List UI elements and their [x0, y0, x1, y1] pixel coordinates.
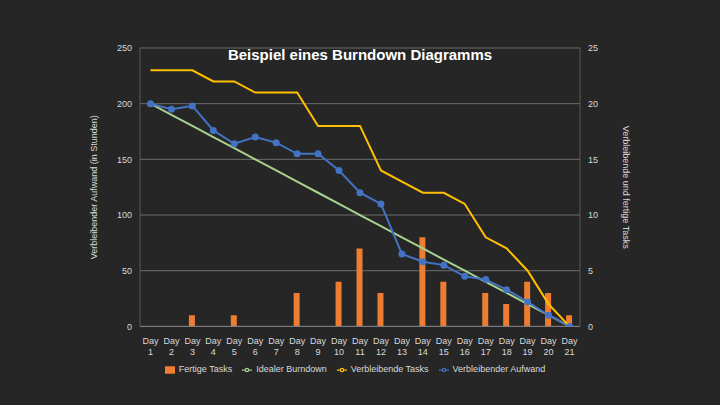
svg-text:Day17: Day17 — [478, 336, 495, 357]
svg-text:20: 20 — [588, 99, 598, 109]
svg-text:100: 100 — [117, 210, 132, 220]
svg-text:10: 10 — [588, 210, 598, 220]
svg-text:50: 50 — [122, 266, 132, 276]
svg-text:Day1: Day1 — [142, 336, 159, 357]
svg-text:Day18: Day18 — [499, 336, 516, 357]
svg-text:150: 150 — [117, 155, 132, 165]
html-text:Verbleibender Aufwand: Verbleibender Aufwand — [452, 364, 546, 375]
svg-text:Day9: Day9 — [310, 336, 327, 357]
svg-text:Day2: Day2 — [163, 336, 180, 357]
svg-text:Day3: Day3 — [184, 336, 201, 357]
svg-text:Verbleibende und fertige Tasks: Verbleibende und fertige Tasks — [621, 126, 631, 249]
svg-text:0: 0 — [127, 322, 132, 332]
svg-text:0: 0 — [588, 322, 593, 332]
svg-text:Day10: Day10 — [331, 336, 348, 357]
html-text:Fertige Tasks: Fertige Tasks — [178, 364, 233, 375]
svg-text:Day8: Day8 — [289, 336, 306, 357]
svg-text:Day15: Day15 — [436, 336, 453, 357]
html-text:Beispiel eines Burndown Diagra: Beispiel eines Burndown Diagramms — [227, 46, 493, 63]
svg-text:Day11: Day11 — [352, 336, 369, 357]
svg-text:Day13: Day13 — [394, 336, 411, 357]
svg-text:Verbleibender Aufwand (in Stun: Verbleibender Aufwand (in Stunden) — [89, 115, 99, 259]
svg-text:Day16: Day16 — [457, 336, 474, 357]
svg-text:Day14: Day14 — [415, 336, 432, 357]
svg-text:25: 25 — [588, 43, 598, 53]
svg-text:Day19: Day19 — [520, 336, 537, 357]
svg-text:15: 15 — [588, 155, 598, 165]
svg-text:Day7: Day7 — [268, 336, 285, 357]
svg-text:Day5: Day5 — [226, 336, 243, 357]
svg-text:Day12: Day12 — [373, 336, 390, 357]
svg-text:Day21: Day21 — [562, 336, 579, 357]
svg-text:250: 250 — [117, 43, 132, 53]
html-text:Verbleibende Tasks: Verbleibende Tasks — [350, 364, 429, 375]
svg-text:Day4: Day4 — [205, 336, 222, 357]
svg-text:Day20: Day20 — [541, 336, 558, 357]
html-text:Idealer Burndown: Idealer Burndown — [256, 364, 327, 375]
svg-text:200: 200 — [117, 99, 132, 109]
svg-text:Day6: Day6 — [247, 336, 264, 357]
svg-text:5: 5 — [588, 266, 593, 276]
